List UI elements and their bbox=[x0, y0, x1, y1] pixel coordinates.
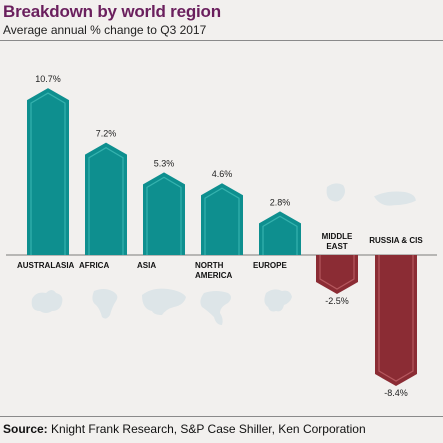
bar-europe bbox=[259, 211, 301, 255]
europe-map-icon bbox=[264, 289, 292, 312]
source-text: Knight Frank Research, S&P Case Shiller,… bbox=[51, 422, 366, 436]
value-label: 2.8% bbox=[270, 197, 291, 207]
bar-russia-cis bbox=[375, 255, 417, 387]
category-label: ASIA bbox=[137, 261, 156, 270]
source-divider bbox=[0, 416, 443, 417]
bar-highlight-asia bbox=[146, 176, 182, 255]
bar-highlight-africa bbox=[88, 146, 124, 255]
value-label: 4.6% bbox=[212, 169, 233, 179]
category-label: EAST bbox=[326, 242, 347, 251]
russia-map-icon bbox=[374, 191, 416, 206]
category-label: AMERICA bbox=[195, 271, 233, 280]
bar-highlight-north-america bbox=[204, 187, 240, 255]
value-label: -2.5% bbox=[325, 296, 349, 306]
category-label: NORTH bbox=[195, 261, 224, 270]
middle-east-map-icon bbox=[326, 183, 345, 202]
bar-africa bbox=[85, 142, 127, 255]
value-label: 7.2% bbox=[96, 129, 117, 139]
bar-middle-east bbox=[316, 255, 358, 294]
north-america-map-icon bbox=[200, 291, 231, 325]
asia-map-icon bbox=[142, 288, 186, 315]
category-label: RUSSIA & CIS bbox=[369, 236, 423, 245]
category-label: EUROPE bbox=[253, 261, 287, 270]
bar-australasia bbox=[27, 88, 69, 255]
bar-highlight-russia-cis bbox=[378, 255, 414, 382]
category-label: MIDDLE bbox=[322, 232, 353, 241]
category-label: AUSTRALASIA bbox=[17, 261, 75, 270]
value-label: 10.7% bbox=[35, 74, 61, 84]
bar-chart: 10.7% AUSTRALASIA 7.2% AFRICA 5.3% ASIA 4.6% NO… bbox=[6, 74, 437, 398]
source-note: Source: Knight Frank Research, S&P Case … bbox=[3, 422, 366, 436]
chart-subtitle: Average annual % change to Q3 2017 bbox=[3, 23, 207, 37]
bar-highlight-middle-east bbox=[319, 255, 355, 290]
value-label: -8.4% bbox=[384, 388, 408, 398]
bar-asia bbox=[143, 172, 185, 255]
bar-highlight-europe bbox=[262, 215, 298, 255]
chart-title: Breakdown by world region bbox=[3, 2, 221, 21]
header-divider bbox=[0, 40, 443, 41]
category-label: AFRICA bbox=[79, 261, 109, 270]
source-label: Source: bbox=[3, 422, 48, 436]
africa-map-icon bbox=[92, 289, 118, 319]
bar-north-america bbox=[201, 183, 243, 255]
australasia-map-icon bbox=[31, 290, 63, 313]
bar-highlight-australasia bbox=[30, 92, 66, 255]
value-label: 5.3% bbox=[154, 158, 175, 168]
